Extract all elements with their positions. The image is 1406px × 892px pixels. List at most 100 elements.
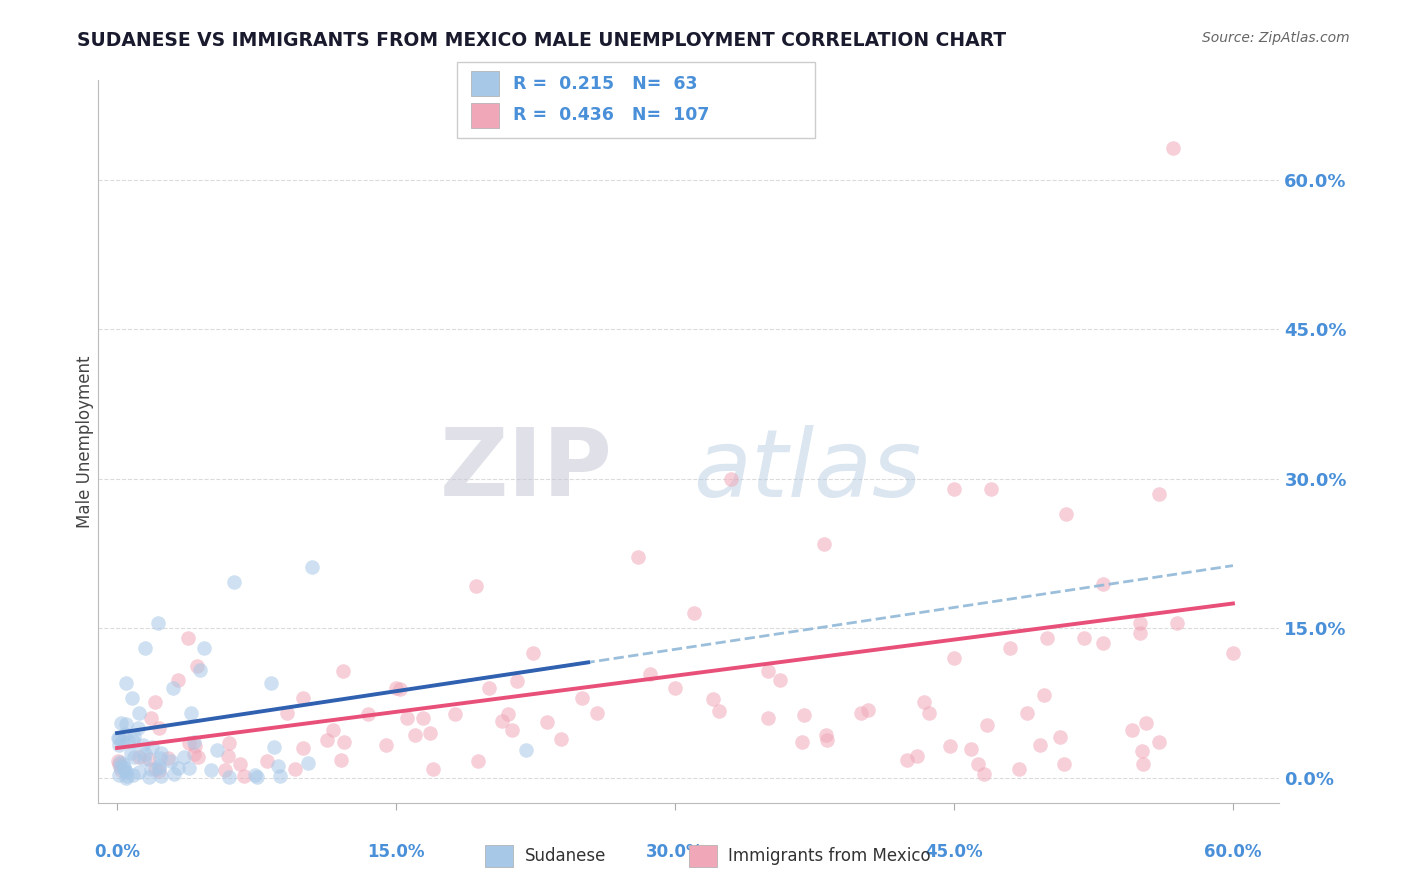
Point [186,659,208,673]
Point [301,559,323,574]
Point [1166,616,1188,631]
Point [167,761,190,775]
Point [134,747,156,761]
Point [267,759,290,773]
Point [943,651,966,665]
Point [115,765,138,780]
Point [108,760,131,774]
Point [375,739,398,753]
Point [180,706,202,720]
Point [357,706,380,721]
Point [1129,616,1152,631]
Text: SUDANESE VS IMMIGRANTS FROM MEXICO MALE UNEMPLOYMENT CORRELATION CHART: SUDANESE VS IMMIGRANTS FROM MEXICO MALE … [77,31,1007,50]
Point [444,706,467,721]
Point [966,757,988,772]
Point [128,750,150,764]
Point [110,763,132,777]
Text: R =  0.436   N=  107: R = 0.436 N= 107 [513,106,710,124]
Point [707,704,730,718]
Point [138,752,160,766]
Point [329,753,352,767]
Point [790,735,813,749]
Point [107,754,129,768]
Text: Source: ZipAtlas.com: Source: ZipAtlas.com [1202,31,1350,45]
Point [943,482,966,496]
Point [1091,576,1114,591]
Point [148,758,170,772]
Point [912,695,935,709]
Point [114,763,136,777]
Point [315,732,337,747]
Point [506,673,529,688]
Point [233,769,256,783]
Point [412,711,434,725]
Point [640,666,662,681]
Point [111,734,134,748]
Point [465,579,488,593]
Point [815,733,838,747]
Point [143,695,166,709]
Point [1129,626,1152,640]
Point [501,723,523,738]
Point [114,727,136,741]
Point [404,727,426,741]
Point [1149,735,1171,749]
Point [905,748,928,763]
Point [187,749,209,764]
Point [173,749,195,764]
Point [132,739,155,753]
Point [793,707,815,722]
Point [1049,731,1071,745]
Point [973,766,995,780]
Point [139,711,162,725]
Point [188,663,211,677]
Point [115,676,138,690]
Point [1121,723,1143,737]
Point [1036,632,1059,646]
Point [478,681,501,696]
Point [245,768,267,782]
Point [498,706,520,721]
Point [896,753,918,767]
Point [183,747,205,762]
Point [332,734,354,748]
Point [150,769,173,783]
Point [960,742,983,756]
Point [388,681,411,696]
Point [143,762,166,776]
Point [756,711,779,725]
Point [976,718,998,732]
Point [159,754,181,768]
Point [120,746,142,760]
Point [1222,646,1244,660]
Point [107,768,129,782]
Point [217,749,239,764]
Point [122,734,145,748]
Text: 0.0%: 0.0% [94,843,141,861]
Point [117,769,139,783]
Point [1053,756,1076,771]
Text: Immigrants from Mexico: Immigrants from Mexico [728,847,931,865]
Point [1028,738,1050,752]
Point [108,739,131,753]
Point [246,770,269,784]
Point [396,711,419,725]
Point [149,751,172,765]
Point [149,746,172,760]
Point [162,681,184,696]
Point [292,691,315,706]
Point [720,472,742,486]
Point [1073,632,1095,646]
Point [107,731,129,745]
Point [218,736,240,750]
Point [184,739,207,753]
Point [322,723,344,738]
Point [571,691,593,706]
Point [148,764,170,779]
Point [122,750,145,764]
Text: atlas: atlas [693,425,921,516]
Y-axis label: Male Unemployment: Male Unemployment [76,355,94,528]
Point [1008,762,1031,776]
Text: ZIP: ZIP [439,425,612,516]
Point [769,673,792,688]
